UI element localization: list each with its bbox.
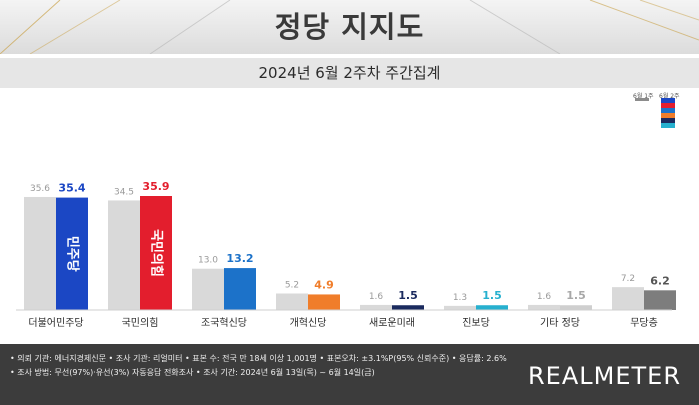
bar-prev xyxy=(612,287,644,310)
header-banner: 정당 지지도 xyxy=(0,0,699,54)
bar-current xyxy=(644,290,676,310)
value-label-current: 13.2 xyxy=(226,252,253,265)
survey-notes: • 의뢰 기관: 에너지경제신문 • 조사 기관: 리얼미터 • 표본 수: 전… xyxy=(10,352,507,380)
category-label: 개혁신당 xyxy=(290,317,327,329)
bar-current xyxy=(392,305,424,310)
survey-note-2: • 조사 방법: 무선(97%)·유선(3%) 자동응답 전화조사 • 조사 기… xyxy=(10,368,375,377)
bar-current xyxy=(140,196,172,310)
footer-info: • 의뢰 기관: 에너지경제신문 • 조사 기관: 리얼미터 • 표본 수: 전… xyxy=(0,344,699,405)
value-label-prev: 1.6 xyxy=(369,292,384,302)
bar-prev xyxy=(360,304,392,310)
value-label-current: 1.5 xyxy=(566,289,586,302)
category-label: 더불어민주당 xyxy=(28,317,83,329)
bar-current xyxy=(308,294,340,310)
value-label-prev: 35.6 xyxy=(30,184,50,194)
realmeter-logo: REALMETER xyxy=(528,362,681,390)
bar-current xyxy=(56,197,88,310)
value-label-current: 35.9 xyxy=(142,180,169,193)
bar-prev xyxy=(108,200,140,310)
value-label-current: 6.2 xyxy=(650,274,670,287)
value-label-current: 35.4 xyxy=(58,182,85,195)
category-label: 조국혁신당 xyxy=(201,317,247,329)
value-label-current: 1.5 xyxy=(398,289,418,302)
bar-current xyxy=(476,305,508,310)
legend-prev-swatch xyxy=(635,98,649,101)
party-logo-text: 국민의힘 xyxy=(149,229,165,277)
page-title: 정당 지지도 xyxy=(274,10,425,44)
legend-prev-label: 6월 1주 xyxy=(633,93,654,100)
category-label: 새로운미래 xyxy=(369,317,415,329)
party-logo-text: 민주당 xyxy=(65,236,81,272)
category-label: 기타 정당 xyxy=(540,317,580,329)
category-label: 무당층 xyxy=(630,317,658,329)
category-label: 국민의힘 xyxy=(122,317,159,329)
value-label-prev: 34.5 xyxy=(114,187,134,197)
value-label-prev: 5.2 xyxy=(285,280,299,290)
bar-prev xyxy=(444,305,476,310)
category-label: 진보당 xyxy=(462,317,490,329)
legend-cur-label: 6월 2주 xyxy=(659,93,680,100)
bar-current xyxy=(224,268,256,310)
value-label-prev: 1.3 xyxy=(453,293,467,303)
value-label-current: 4.9 xyxy=(314,278,334,291)
header-decoration xyxy=(0,0,699,54)
value-label-prev: 13.0 xyxy=(198,256,218,266)
value-label-prev: 1.6 xyxy=(537,292,552,302)
chart-legend: 6월 1주 6월 2주 xyxy=(631,89,691,133)
value-label-current: 1.5 xyxy=(482,289,502,302)
survey-note-1: • 의뢰 기관: 에너지경제신문 • 조사 기관: 리얼미터 • 표본 수: 전… xyxy=(10,354,507,363)
value-label-prev: 7.2 xyxy=(621,274,635,284)
bar-prev xyxy=(24,196,56,310)
bar-prev xyxy=(276,293,308,310)
bar-prev xyxy=(192,268,224,310)
bar-prev xyxy=(528,304,560,310)
bar-current xyxy=(560,305,592,310)
survey-period-subtitle: 2024년 6월 2주차 주간집계 xyxy=(0,58,699,88)
legend-cur-swatch xyxy=(661,98,675,132)
